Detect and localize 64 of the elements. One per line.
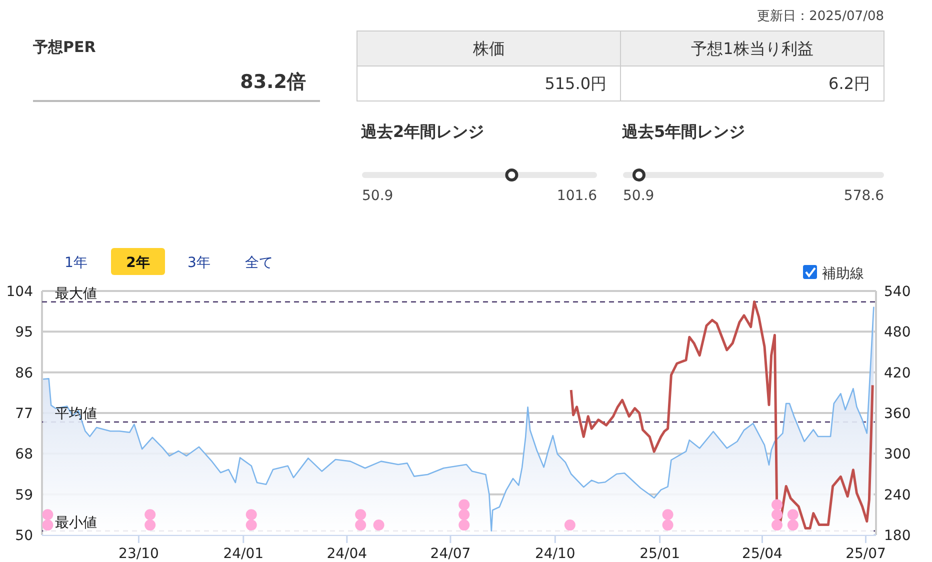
x-tick-label: 23/10 <box>118 546 159 562</box>
text: 全て <box>245 255 273 271</box>
y-tick-label: 95 <box>15 324 33 341</box>
x-tick-label: 24/04 <box>326 546 368 562</box>
y-tick-label: 104 <box>6 284 34 300</box>
text: 83.2倍 <box>240 71 306 93</box>
point <box>458 499 470 510</box>
point <box>246 520 257 531</box>
y-tick-label: 77 <box>15 406 33 422</box>
y2-tick-label: 240 <box>884 487 911 504</box>
ref-line-label: 最大値 <box>55 286 97 302</box>
point <box>458 509 470 520</box>
text: 515.0円 <box>544 74 606 93</box>
y2-tick-label: 300 <box>884 446 911 463</box>
x-tick-label: 25/04 <box>742 546 782 562</box>
point <box>772 509 783 520</box>
y2-tick-label: 420 <box>884 365 911 382</box>
text: 3年 <box>188 255 210 271</box>
y2-tick-label: 180 <box>884 528 911 544</box>
text: 578.6 <box>844 188 884 204</box>
point <box>144 520 156 531</box>
point <box>662 509 674 520</box>
x-tick-label: 25/01 <box>640 546 680 562</box>
text: 101.6 <box>556 188 598 204</box>
category-label: 予想1株当り利益 <box>691 39 814 58</box>
point <box>787 520 798 531</box>
text: 補助線 <box>822 266 864 282</box>
point <box>772 520 783 531</box>
x-tick-label: 24/07 <box>430 546 471 562</box>
ref-line-label: 最小値 <box>55 514 97 531</box>
line-series <box>570 300 874 530</box>
point <box>787 509 798 520</box>
y-tick-label: 68 <box>15 446 33 463</box>
y2-tick-label: 480 <box>884 324 911 341</box>
point <box>355 520 366 531</box>
x-tick-label: 24/10 <box>534 546 576 562</box>
point <box>772 499 783 510</box>
y2-tick-label: 540 <box>884 284 911 300</box>
y-tick-label: 86 <box>15 365 34 382</box>
point <box>564 520 576 531</box>
point <box>42 509 54 520</box>
point <box>662 520 674 531</box>
y-tick-label: 59 <box>15 487 33 504</box>
text: 予想PER <box>32 38 96 56</box>
point <box>246 509 257 520</box>
text: 50.9 <box>623 188 654 204</box>
point <box>144 509 156 520</box>
x-tick-label: 25/07 <box>846 546 886 562</box>
point <box>373 520 384 531</box>
text: 1年 <box>64 255 88 271</box>
ref-line-label: 平均値 <box>55 406 97 422</box>
text: 更新日：2025/07/08 <box>757 9 884 24</box>
text: 50.9 <box>362 188 394 204</box>
category-label: 株価 <box>472 39 505 58</box>
text: 過去2年間レンジ <box>360 122 484 141</box>
y-tick-label: 50 <box>15 528 33 544</box>
point <box>42 520 54 531</box>
y2-tick-label: 360 <box>884 406 911 422</box>
text: 2年 <box>126 255 150 271</box>
x-tick-label: 24/01 <box>223 546 264 562</box>
text: 過去5年間レンジ <box>621 122 746 141</box>
point <box>458 520 470 531</box>
text: 6.2円 <box>828 74 870 93</box>
point <box>355 509 366 520</box>
